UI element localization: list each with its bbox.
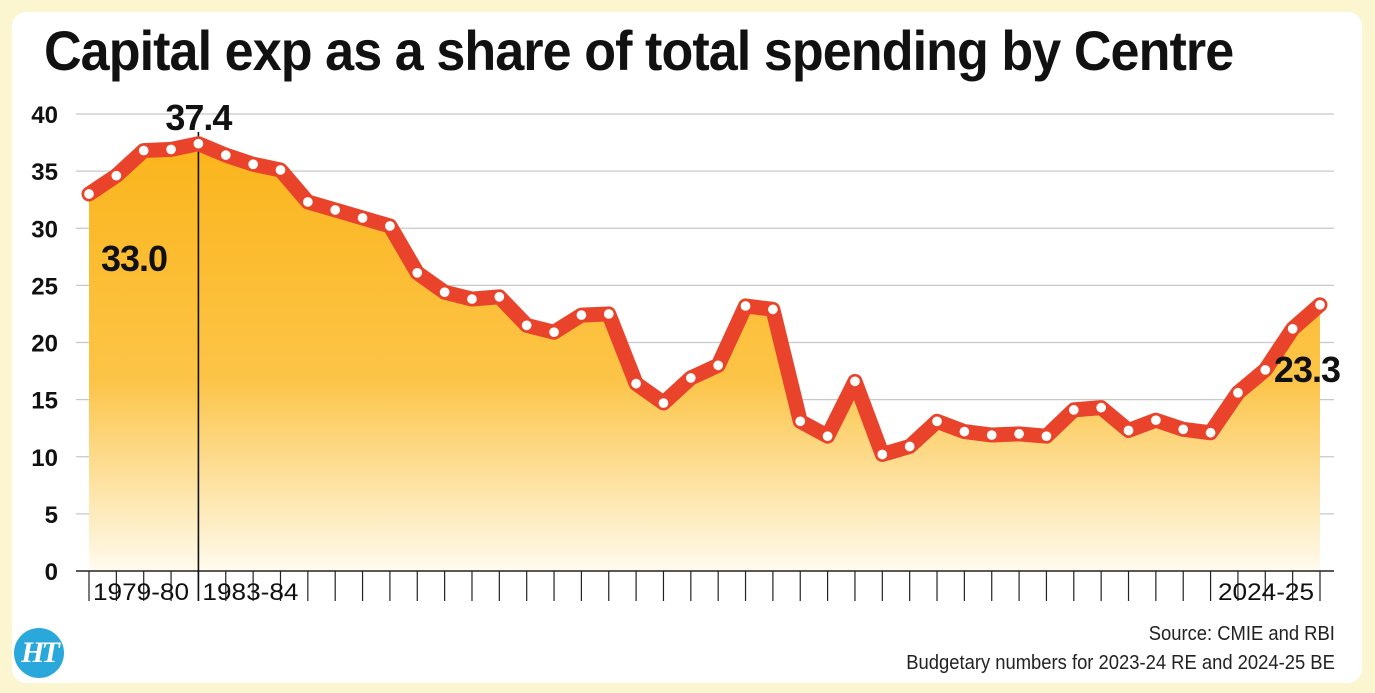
data-point [575, 308, 588, 322]
data-point [356, 211, 369, 225]
data-points [82, 137, 1327, 461]
data-point [164, 143, 178, 156]
y-tick-label: 30 [31, 216, 58, 243]
data-point [547, 325, 561, 339]
data-point [1204, 426, 1217, 440]
data-point [793, 414, 807, 428]
y-tick-label: 15 [31, 388, 58, 415]
y-tick-label: 5 [45, 502, 58, 529]
data-point [684, 371, 698, 385]
data-point [1149, 413, 1163, 427]
data-point [821, 429, 834, 443]
data-point [1040, 429, 1053, 443]
y-tick-label: 40 [31, 102, 58, 129]
data-point [985, 428, 999, 442]
data-point [465, 292, 479, 306]
data-point [1122, 424, 1135, 437]
chart-title: Capital exp as a share of total spending… [44, 19, 1234, 82]
y-axis-ticks: 0 5 10 15 20 25 30 35 40 [31, 102, 58, 586]
data-point [1313, 298, 1327, 312]
data-point [739, 299, 752, 313]
series-line [81, 136, 1328, 462]
data-point [629, 377, 643, 390]
data-point [274, 163, 287, 177]
budget-note: Budgetary numbers for 2023-24 RE and 202… [906, 652, 1335, 674]
y-tick-label: 35 [31, 159, 58, 186]
value-annotation: 37.4 [165, 97, 232, 138]
y-tick-label: 0 [45, 559, 58, 586]
data-point [1176, 422, 1190, 436]
data-point [328, 203, 342, 217]
data-point [1258, 363, 1272, 377]
source-block: Source: CMIE and RBI Budgetary numbers f… [869, 620, 1335, 678]
data-point [848, 374, 862, 388]
data-point [137, 144, 151, 157]
y-tick-label: 25 [31, 273, 58, 300]
data-point [383, 219, 397, 233]
ht-logo: HT [14, 628, 64, 678]
data-point [1286, 322, 1299, 336]
data-point [110, 169, 123, 183]
data-point [219, 148, 233, 162]
data-point [246, 157, 260, 171]
data-point [520, 319, 534, 332]
data-point [711, 359, 725, 372]
data-point [657, 396, 670, 410]
value-annotation: 23.3 [1274, 349, 1340, 390]
data-point [1094, 401, 1108, 414]
y-tick-label: 20 [31, 331, 58, 358]
data-point [82, 187, 96, 201]
value-annotation: 33.0 [101, 238, 167, 279]
x-tick-label: 1983-84 [202, 579, 298, 606]
x-tick-label: 2024-25 [1218, 579, 1314, 606]
data-point [903, 440, 917, 453]
data-point [410, 266, 424, 280]
data-point [875, 448, 889, 461]
data-point [1067, 403, 1081, 417]
data-point [301, 195, 315, 209]
y-tick-label: 10 [31, 445, 58, 472]
data-point [192, 137, 205, 151]
data-point [930, 414, 944, 428]
x-axis: 1979-80 1983-84 2024-25 [76, 570, 1334, 606]
data-point [438, 285, 451, 299]
area-fill [89, 143, 1320, 571]
data-point [766, 303, 780, 316]
data-point [1231, 386, 1245, 400]
annotations: 33.0 37.4 23.3 [101, 97, 1341, 390]
data-point [958, 425, 971, 438]
x-tick-label: 1979-80 [93, 579, 189, 606]
source-text: Source: CMIE and RBI [1148, 623, 1335, 645]
data-point [492, 290, 506, 304]
data-point [602, 307, 616, 321]
data-point [1012, 427, 1026, 441]
